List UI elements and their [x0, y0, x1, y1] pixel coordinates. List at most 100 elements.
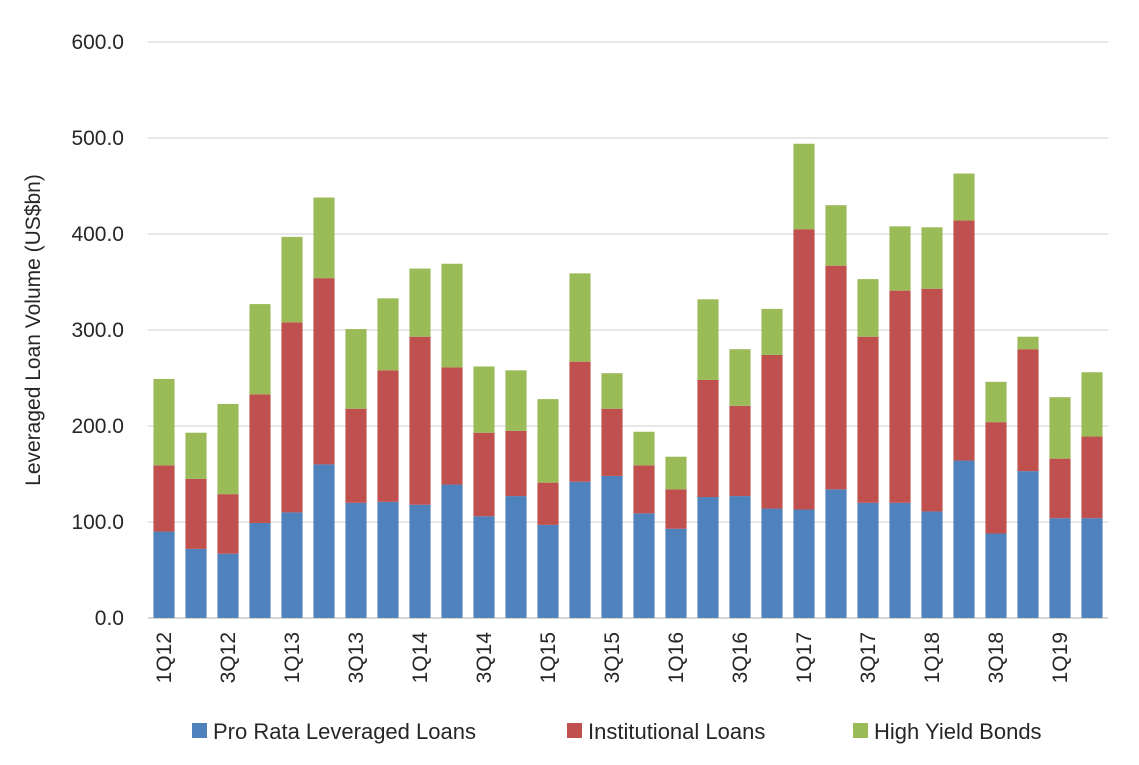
legend-swatch: [567, 723, 582, 738]
bar-segment: [345, 329, 367, 409]
bar-segment: [313, 278, 335, 465]
bar-segment: [441, 367, 463, 485]
bar-segment: [601, 475, 623, 618]
bar-segment: [281, 512, 303, 618]
bar-segment: [409, 268, 431, 337]
y-tick-label: 500.0: [71, 127, 124, 150]
bar-segment: [473, 432, 495, 517]
x-tick-label: 1Q14: [409, 632, 432, 684]
bar-segment: [1081, 518, 1103, 618]
y-tick-label: 100.0: [71, 511, 124, 534]
bar-segment: [985, 381, 1007, 423]
bar-segment: [281, 322, 303, 513]
bar-segment: [793, 229, 815, 510]
bar-segment: [761, 308, 783, 355]
bar-segment: [697, 379, 719, 498]
bar-segment: [377, 370, 399, 502]
y-tick-label: 0.0: [95, 607, 124, 630]
bar-segment: [313, 464, 335, 618]
bar-segment: [505, 496, 527, 618]
bar-segment: [569, 273, 591, 362]
bar-segment: [633, 465, 655, 514]
bar-segment: [505, 430, 527, 497]
bar-segment: [825, 489, 847, 618]
bar-segment: [537, 482, 559, 525]
bar-segment: [1049, 397, 1071, 459]
bar-segment: [249, 304, 271, 395]
bar-segment: [825, 265, 847, 490]
x-tick-label: 1Q19: [1049, 632, 1072, 683]
bar-segment: [633, 513, 655, 618]
bar-segment: [441, 263, 463, 368]
bar-segment: [665, 489, 687, 529]
x-tick-label: 1Q13: [281, 632, 304, 683]
x-tick-label: 1Q15: [537, 632, 560, 683]
bar-segment: [889, 290, 911, 503]
bar-segment: [217, 553, 239, 618]
bar-segment: [921, 227, 943, 289]
bar-segment: [1017, 349, 1039, 472]
legend-label: Pro Rata Leveraged Loans: [213, 719, 476, 744]
bar-segment: [761, 354, 783, 509]
bar-segment: [761, 508, 783, 618]
legend: Pro Rata Leveraged Loans Institutional Lo…: [192, 719, 1042, 744]
bar-segment: [633, 431, 655, 466]
bar-segment: [249, 394, 271, 523]
x-tick-label: 3Q15: [601, 632, 624, 683]
bar-segment: [153, 465, 175, 532]
legend-label: Institutional Loans: [588, 719, 765, 744]
bar-segment: [793, 143, 815, 230]
x-tick-label: 3Q16: [729, 632, 752, 683]
bar-segment: [793, 509, 815, 618]
bar-segment: [921, 288, 943, 512]
bar-segment: [185, 548, 207, 618]
bar-segment: [665, 456, 687, 490]
bar-segment: [345, 408, 367, 503]
bar-segment: [953, 173, 975, 221]
y-axis-ticks: 0.0 100.0 200.0 300.0 400.0 500.0 600.0: [71, 31, 124, 630]
bar-segment: [185, 432, 207, 479]
x-tick-label: 1Q16: [665, 632, 688, 683]
gridlines: [148, 41, 1108, 619]
legend-swatch: [853, 723, 868, 738]
x-tick-label: 3Q17: [857, 632, 880, 683]
bar-segment: [153, 531, 175, 618]
legend-swatch: [192, 723, 207, 738]
bar-segment: [1049, 458, 1071, 519]
x-tick-label: 3Q13: [345, 632, 368, 683]
bar-segment: [281, 236, 303, 323]
bar-segment: [857, 502, 879, 618]
bar-segment: [601, 373, 623, 409]
x-tick-label: 3Q18: [985, 632, 1008, 683]
bar-segment: [729, 349, 751, 406]
bar-segment: [537, 524, 559, 618]
y-axis-title: Leveraged Loan Volume (US$bn): [22, 174, 45, 486]
bar-segment: [409, 504, 431, 618]
x-tick-label: 1Q12: [153, 632, 176, 683]
bar-segment: [889, 226, 911, 291]
bar-segment: [953, 460, 975, 618]
bar-segment: [985, 533, 1007, 618]
bar-segment: [1049, 518, 1071, 618]
bar-segment: [537, 399, 559, 483]
bar-segment: [1017, 471, 1039, 618]
bar-segment: [473, 366, 495, 433]
bar-segment: [217, 403, 239, 495]
bar-segment: [665, 528, 687, 618]
bar-segment: [1081, 436, 1103, 519]
bar-segment: [345, 502, 367, 618]
bar-segment: [857, 336, 879, 503]
bar-segment: [185, 478, 207, 549]
bar-segment: [569, 361, 591, 482]
x-tick-label: 1Q18: [921, 632, 944, 683]
bar-segment: [505, 370, 527, 431]
y-tick-label: 300.0: [71, 319, 124, 342]
bar-segment: [377, 298, 399, 371]
bar-segment: [441, 484, 463, 618]
bar-segment: [921, 511, 943, 618]
bar-segment: [153, 378, 175, 466]
bar-segment: [601, 408, 623, 476]
bar-segment: [985, 422, 1007, 534]
